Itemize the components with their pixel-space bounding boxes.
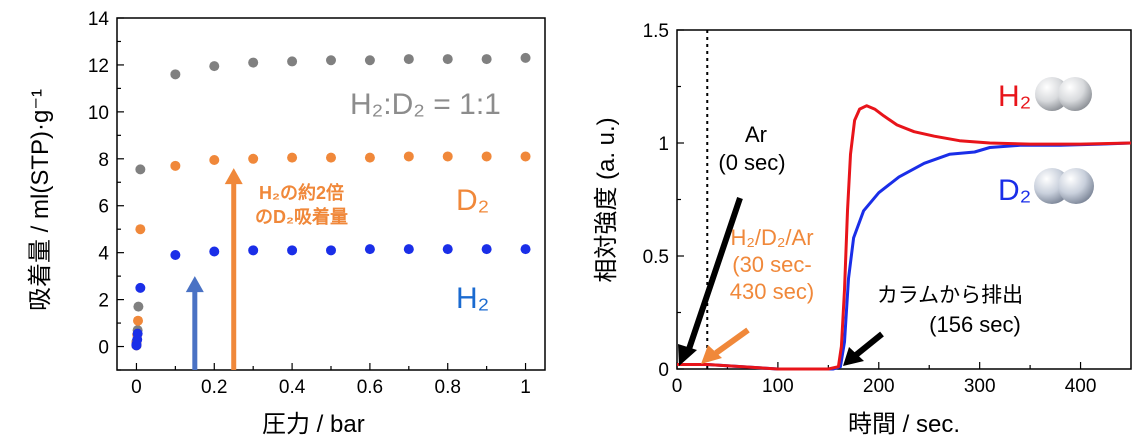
data-point xyxy=(248,153,259,164)
data-point xyxy=(364,55,375,66)
adsorption-chart: 0 0.2 0.4 0.6 0.8 1 0 2 4 6 8 10 12 14 H₂:D₂ = 1:1 D… xyxy=(27,9,546,438)
data-point xyxy=(442,151,453,162)
series-label-d2-left: D₂ xyxy=(456,184,489,217)
y-tick-label: 12 xyxy=(88,56,109,77)
data-point xyxy=(403,54,414,65)
x-tick-label: 0 xyxy=(672,376,683,397)
h2-molecule-icon xyxy=(1035,77,1092,111)
data-point xyxy=(170,160,181,171)
series-label-mix: H₂:D₂ = 1:1 xyxy=(350,88,501,121)
ar-label-2: (0 sec) xyxy=(718,150,785,175)
data-point xyxy=(364,152,375,163)
data-point xyxy=(248,245,259,256)
data-point xyxy=(287,245,298,256)
series-label-d2-right: D₂ xyxy=(998,174,1031,207)
ratio-note-line2: のD₂吸着量 xyxy=(255,206,348,227)
data-point xyxy=(133,315,144,326)
data-point xyxy=(403,151,414,162)
y-tick-label: 6 xyxy=(98,197,109,218)
exhaust-label-2: (156 sec) xyxy=(929,312,1021,337)
data-point xyxy=(520,52,531,63)
data-point xyxy=(209,246,220,257)
y-tick-label: 4 xyxy=(98,244,109,265)
series-label-h2-right: H₂ xyxy=(998,80,1031,113)
mix-arrow-head xyxy=(701,345,722,364)
right-x-axis-label: 時間 / sec. xyxy=(848,411,960,438)
data-point xyxy=(132,328,143,339)
left-arrows xyxy=(185,168,243,370)
exhaust-arrow xyxy=(854,331,884,358)
ratio-note-line1: H₂の約2倍 xyxy=(259,182,344,203)
y-tick-label: 2 xyxy=(98,291,109,312)
data-point xyxy=(170,69,181,80)
mix-label-2: (30 sec- xyxy=(732,252,811,277)
data-point xyxy=(135,164,146,175)
y-tick-label: 1.5 xyxy=(643,21,669,42)
ar-arrow xyxy=(685,197,743,353)
d2-molecule-icon xyxy=(1034,168,1094,204)
data-point xyxy=(481,54,492,65)
x-tick-label: 0.2 xyxy=(201,377,227,398)
data-point xyxy=(248,57,259,68)
data-point xyxy=(326,152,336,163)
x-tick-label: 0.6 xyxy=(357,377,383,398)
data-point xyxy=(326,55,336,66)
left-y-ticks: 0 2 4 6 8 10 12 14 xyxy=(88,9,124,371)
y-tick-label: 14 xyxy=(88,9,110,30)
mix-label-3: 430 sec) xyxy=(730,279,814,304)
ar-arrow-head xyxy=(678,344,697,366)
mix-label-1: H₂/D₂/Ar xyxy=(730,225,813,250)
exhaust-arrow-head xyxy=(843,347,864,366)
data-point xyxy=(481,151,492,162)
x-tick-label: 300 xyxy=(964,376,996,397)
ar-label-1: Ar xyxy=(745,122,767,147)
data-point xyxy=(287,56,298,67)
right-y-ticks: 0 0.5 1 1.5 xyxy=(643,21,684,381)
annotation-arrow-head xyxy=(185,276,204,293)
data-point xyxy=(170,250,181,261)
series-line xyxy=(677,104,1132,371)
y-tick-label: 8 xyxy=(98,150,109,171)
data-point xyxy=(481,244,492,255)
y-tick-label: 10 xyxy=(88,103,109,124)
left-x-ticks: 0 0.2 0.4 0.6 0.8 1 xyxy=(131,363,531,398)
left-y-axis-label: 吸着量 / ml(STP)·g⁻¹ xyxy=(27,89,54,311)
data-point xyxy=(135,282,146,293)
x-tick-label: 400 xyxy=(1065,376,1097,397)
right-annotation-arrows xyxy=(678,197,884,366)
data-point xyxy=(442,54,453,65)
left-data-points xyxy=(131,52,531,351)
x-tick-label: 0 xyxy=(131,377,142,398)
x-tick-label: 1 xyxy=(520,377,531,398)
series-label-h2-left: H₂ xyxy=(456,282,489,315)
y-tick-label: 0 xyxy=(658,360,669,381)
y-tick-label: 1 xyxy=(658,134,669,155)
data-point xyxy=(135,224,146,235)
data-point xyxy=(326,245,336,256)
y-tick-label: 0 xyxy=(98,338,109,359)
mix-arrow xyxy=(714,327,750,356)
data-point xyxy=(520,151,531,162)
data-point xyxy=(442,244,453,255)
data-point xyxy=(287,152,298,163)
x-tick-label: 200 xyxy=(863,376,895,397)
data-point xyxy=(520,244,531,255)
data-point xyxy=(364,244,375,255)
data-point xyxy=(209,61,220,72)
exhaust-label-1: カラムから排出 xyxy=(877,284,1023,307)
x-tick-label: 0.4 xyxy=(279,377,306,398)
data-point xyxy=(403,244,414,255)
right-y-axis-label: 相対強度 (a. u.) xyxy=(593,117,620,282)
left-x-axis-label: 圧力 / bar xyxy=(262,411,365,438)
y-tick-label: 0.5 xyxy=(643,247,669,268)
annotation-arrow-head xyxy=(224,168,243,185)
data-point xyxy=(209,154,220,165)
breakthrough-chart: 0 100 200 300 400 0 0.5 1 1.5 Ar (0 sec) H₂/D₂/… xyxy=(593,21,1132,438)
x-tick-label: 100 xyxy=(762,376,794,397)
right-series-lines xyxy=(677,104,1132,371)
x-tick-label: 0.8 xyxy=(435,377,461,398)
data-point xyxy=(133,301,144,312)
